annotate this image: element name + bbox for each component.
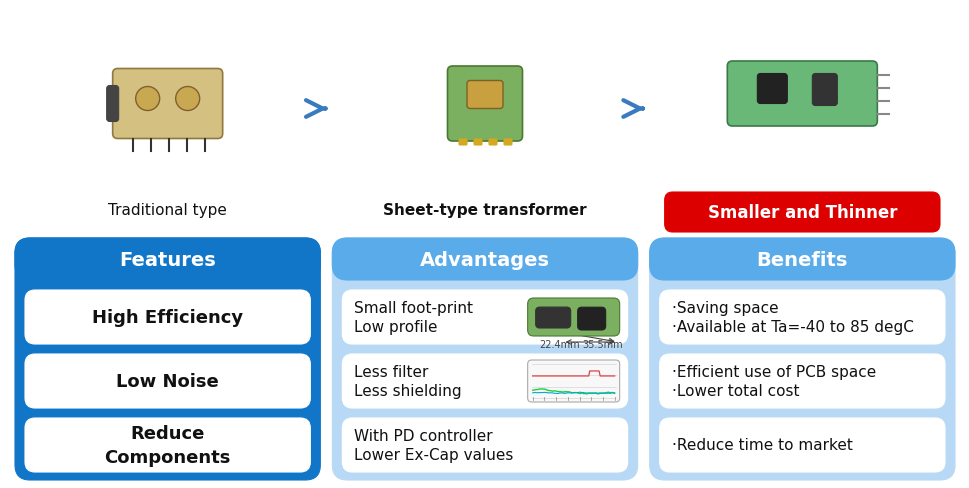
FancyBboxPatch shape — [332, 239, 637, 480]
FancyBboxPatch shape — [25, 290, 310, 345]
Text: Traditional type: Traditional type — [109, 203, 227, 218]
FancyBboxPatch shape — [727, 62, 876, 127]
FancyBboxPatch shape — [25, 354, 310, 408]
Text: Small foot-print
Low profile: Small foot-print Low profile — [354, 300, 473, 335]
Text: Less filter
Less shielding: Less filter Less shielding — [354, 364, 461, 399]
FancyBboxPatch shape — [535, 307, 570, 328]
FancyBboxPatch shape — [15, 239, 320, 480]
Text: With PD controller
Lower Ex-Cap values: With PD controller Lower Ex-Cap values — [354, 427, 514, 463]
FancyBboxPatch shape — [25, 418, 310, 472]
Text: 22.4mm: 22.4mm — [539, 339, 579, 349]
Text: ·Efficient use of PCB space
·Lower total cost: ·Efficient use of PCB space ·Lower total… — [671, 364, 875, 399]
FancyBboxPatch shape — [342, 418, 627, 472]
FancyBboxPatch shape — [474, 140, 482, 146]
FancyBboxPatch shape — [112, 69, 223, 139]
FancyBboxPatch shape — [447, 67, 522, 142]
FancyBboxPatch shape — [466, 81, 503, 109]
FancyBboxPatch shape — [332, 239, 637, 281]
Text: Features: Features — [119, 250, 216, 269]
FancyBboxPatch shape — [342, 354, 627, 408]
Text: Advantages: Advantages — [420, 250, 549, 269]
Text: 35.5mm: 35.5mm — [582, 339, 623, 349]
FancyBboxPatch shape — [578, 307, 605, 330]
FancyBboxPatch shape — [342, 290, 627, 345]
Text: Reduce
Components: Reduce Components — [105, 425, 231, 466]
Text: ·Saving space
·Available at Ta=-40 to 85 degC: ·Saving space ·Available at Ta=-40 to 85… — [671, 300, 913, 335]
FancyBboxPatch shape — [15, 239, 320, 281]
Text: Smaller and Thinner: Smaller and Thinner — [706, 203, 896, 222]
FancyBboxPatch shape — [649, 239, 954, 480]
Text: Sheet-type transformer: Sheet-type transformer — [383, 203, 586, 218]
FancyBboxPatch shape — [664, 193, 939, 232]
FancyBboxPatch shape — [757, 74, 787, 104]
FancyBboxPatch shape — [458, 140, 466, 146]
FancyBboxPatch shape — [527, 360, 619, 402]
FancyBboxPatch shape — [659, 418, 944, 472]
Text: ·Reduce time to market: ·Reduce time to market — [671, 438, 852, 452]
FancyBboxPatch shape — [659, 354, 944, 408]
FancyBboxPatch shape — [107, 86, 118, 122]
FancyBboxPatch shape — [488, 140, 496, 146]
FancyBboxPatch shape — [811, 74, 836, 106]
Text: Benefits: Benefits — [756, 250, 847, 269]
Text: High Efficiency: High Efficiency — [92, 308, 243, 326]
FancyBboxPatch shape — [527, 298, 619, 336]
Circle shape — [136, 87, 160, 111]
Circle shape — [175, 87, 200, 111]
FancyBboxPatch shape — [649, 239, 954, 281]
Text: Low Noise: Low Noise — [116, 372, 219, 390]
FancyBboxPatch shape — [659, 290, 944, 345]
FancyBboxPatch shape — [504, 140, 512, 146]
